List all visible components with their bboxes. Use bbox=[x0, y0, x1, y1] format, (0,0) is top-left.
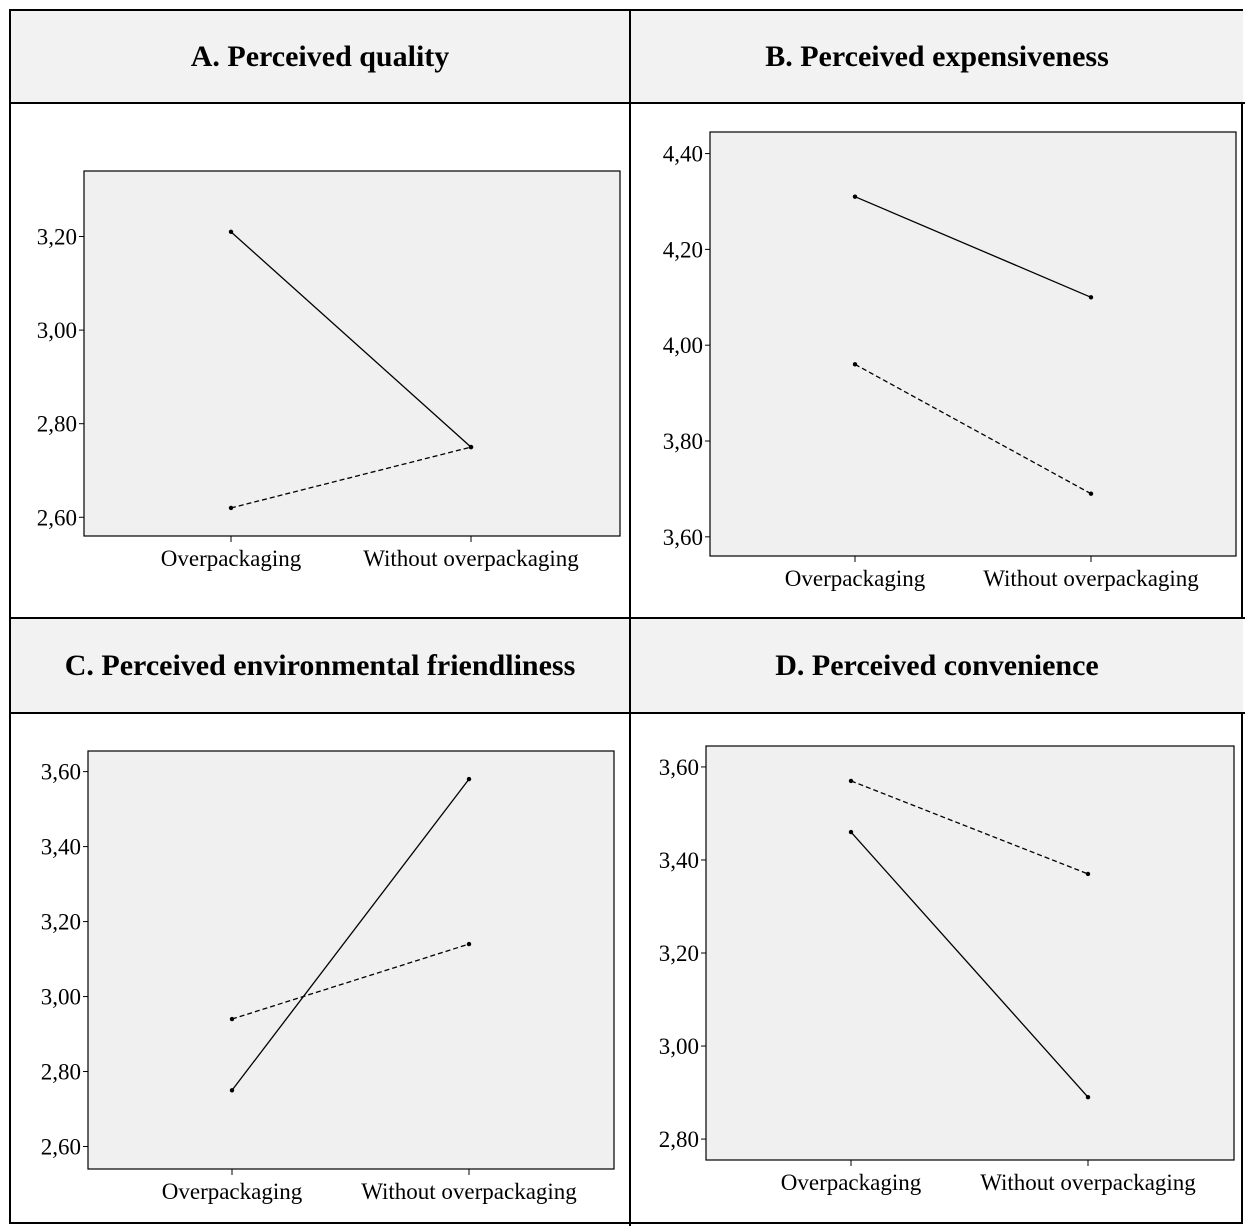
y-tick-label-b-1: 3,80 bbox=[663, 429, 703, 454]
data-point-b-solid-0 bbox=[852, 194, 858, 199]
x-tick-label-c-0: Overpackaging bbox=[162, 1179, 303, 1204]
y-tick-label-a-3: 3,20 bbox=[37, 225, 77, 250]
panel-b-title: B. Perceived expensiveness bbox=[765, 39, 1109, 73]
data-point-b-solid-1 bbox=[1088, 295, 1094, 300]
plot-area-d bbox=[705, 745, 1235, 1161]
series-line-c-solid bbox=[231, 778, 470, 1091]
y-tick-label-c-1: 2,80 bbox=[41, 1060, 81, 1085]
figure-grid: A. Perceived quality B. Perceived expens… bbox=[9, 9, 1245, 1226]
y-tick-label-d-0: 2,80 bbox=[659, 1127, 699, 1152]
y-tick-label-c-4: 3,40 bbox=[41, 835, 81, 860]
panel-a-title: A. Perceived quality bbox=[190, 39, 450, 73]
y-tick-label-c-5: 3,60 bbox=[41, 760, 81, 785]
y-tick-label-a-1: 2,80 bbox=[37, 412, 77, 437]
plot-area-a bbox=[83, 170, 621, 537]
data-point-c-solid-0 bbox=[229, 1088, 235, 1093]
x-tick-label-b-1: Without overpackaging bbox=[983, 566, 1199, 591]
row-divider-3 bbox=[11, 712, 1245, 714]
y-tick-label-a-2: 3,00 bbox=[37, 318, 77, 343]
series-line-a-dashed bbox=[230, 446, 472, 509]
series-line-b-dashed bbox=[854, 363, 1092, 495]
data-point-b-dashed-0 bbox=[852, 362, 858, 367]
y-tick-label-c-0: 2,60 bbox=[41, 1135, 81, 1160]
series-line-d-dashed bbox=[850, 780, 1089, 875]
y-tick-label-b-4: 4,40 bbox=[663, 142, 703, 167]
y-tick-label-d-3: 3,40 bbox=[659, 848, 699, 873]
series-line-b-solid bbox=[854, 196, 1092, 298]
data-point-d-dashed-1 bbox=[1085, 871, 1091, 877]
data-point-a-dashed-0 bbox=[228, 505, 234, 511]
data-point-a-solid-0 bbox=[228, 229, 234, 235]
data-point-a-dashed-1 bbox=[468, 444, 474, 450]
panel-c-title: C. Perceived environmental friendliness bbox=[64, 648, 576, 682]
y-tick-label-b-0: 3,60 bbox=[663, 525, 703, 550]
data-point-d-solid-1 bbox=[1085, 1095, 1091, 1100]
panel-b-header: B. Perceived expensiveness bbox=[631, 11, 1243, 102]
series-line-a-solid bbox=[230, 231, 472, 448]
y-tick-label-c-3: 3,20 bbox=[41, 910, 81, 935]
panel-c-header: C. Perceived environmental friendliness bbox=[11, 619, 629, 712]
x-tick-label-d-0: Overpackaging bbox=[781, 1170, 922, 1195]
row-divider-1 bbox=[11, 102, 1245, 104]
data-point-b-dashed-1 bbox=[1088, 491, 1094, 496]
series-line-c-dashed bbox=[231, 943, 470, 1020]
row-divider-2 bbox=[11, 617, 1245, 619]
y-tick-label-b-2: 4,00 bbox=[663, 333, 703, 358]
plot-area-b bbox=[709, 131, 1237, 557]
panel-d-title: D. Perceived convenience bbox=[775, 648, 1099, 682]
x-tick-label-b-0: Overpackaging bbox=[785, 566, 926, 591]
plot-area-c bbox=[87, 750, 615, 1170]
data-point-d-solid-0 bbox=[848, 829, 854, 835]
y-tick-label-a-0: 2,60 bbox=[37, 505, 77, 530]
data-point-c-solid-1 bbox=[466, 776, 472, 782]
x-tick-label-c-1: Without overpackaging bbox=[361, 1179, 577, 1204]
x-tick-label-a-0: Overpackaging bbox=[161, 546, 302, 571]
panel-d-header: D. Perceived convenience bbox=[631, 619, 1243, 712]
y-tick-label-d-1: 3,00 bbox=[659, 1034, 699, 1059]
data-point-c-dashed-0 bbox=[229, 1016, 235, 1022]
y-tick-label-d-2: 3,20 bbox=[659, 941, 699, 966]
series-line-d-solid bbox=[850, 831, 1089, 1098]
x-tick-label-d-1: Without overpackaging bbox=[980, 1170, 1196, 1195]
y-tick-label-d-4: 3,60 bbox=[659, 755, 699, 780]
x-tick-label-a-1: Without overpackaging bbox=[363, 546, 579, 571]
data-point-d-dashed-0 bbox=[848, 778, 854, 784]
y-tick-label-c-2: 3,00 bbox=[41, 985, 81, 1010]
panel-a-header: A. Perceived quality bbox=[11, 11, 629, 102]
data-point-c-dashed-1 bbox=[466, 941, 472, 947]
y-tick-label-b-3: 4,20 bbox=[663, 237, 703, 262]
